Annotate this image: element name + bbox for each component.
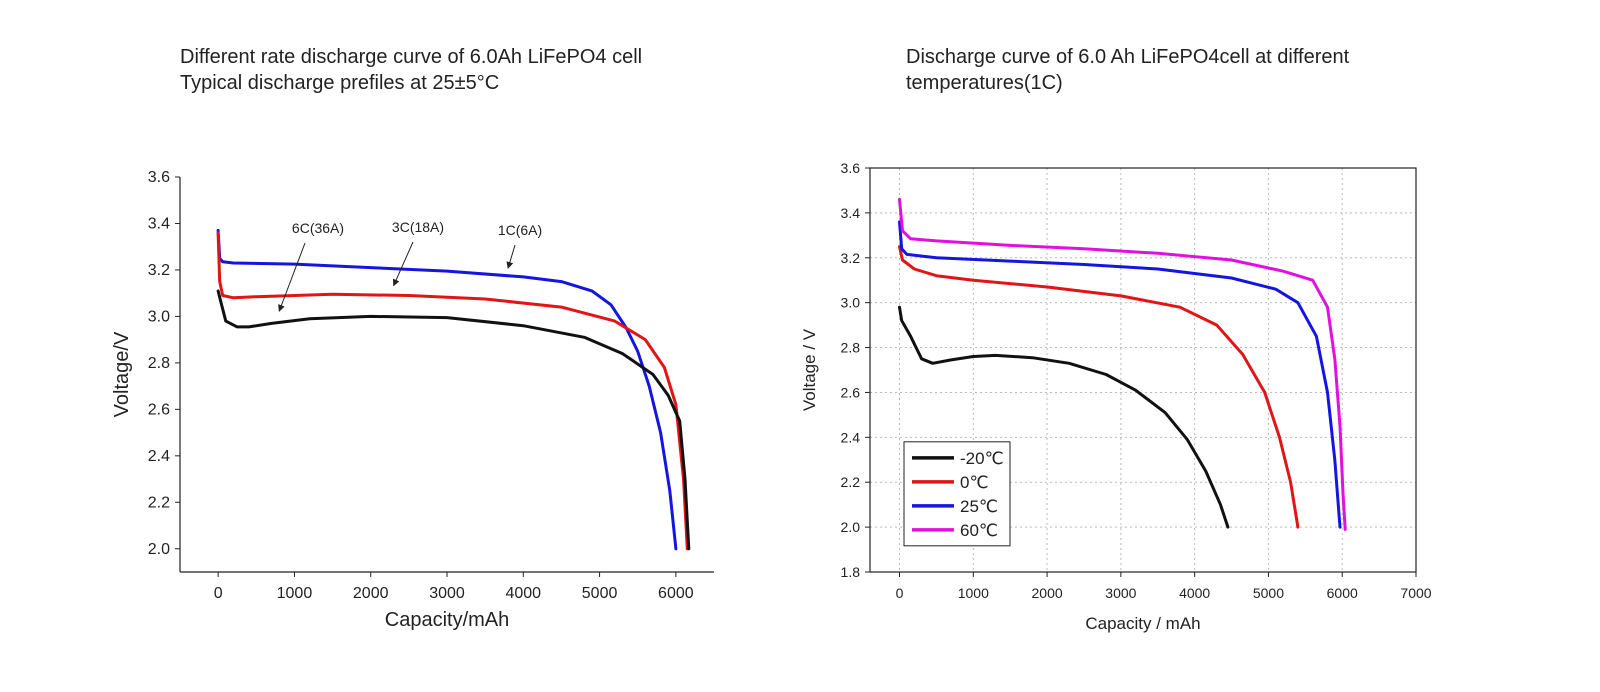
right-chart-title-line2: temperatures(1C) <box>906 72 1063 94</box>
x-tick-label: 6000 <box>658 585 694 602</box>
right-chart-title: Discharge curve of 6.0 Ah LiFePO4cell at… <box>906 44 1466 96</box>
x-tick-label: 0 <box>214 585 223 602</box>
y-tick-label: 3.6 <box>148 169 170 186</box>
plot-frame <box>869 167 1417 573</box>
y-tick-label: 2.8 <box>148 355 170 372</box>
y-tick-label: 3.0 <box>841 295 861 311</box>
y-tick-label: 2.6 <box>148 401 170 418</box>
x-tick-label: 1000 <box>277 585 313 602</box>
y-tick-label: 2.2 <box>841 474 861 490</box>
x-tick-label: 6000 <box>1327 585 1358 601</box>
annotation-label: 3C(18A) <box>392 219 444 235</box>
chart-temperature: 0 1000 2000 3000 4000 5000 6000 7000 1.8 2.0 2.2 2.… <box>800 160 1432 633</box>
y-tick-label: 1.8 <box>841 564 861 580</box>
y-tick-label: 2.0 <box>841 519 861 535</box>
x-axis-label: Capacity/mAh <box>385 609 510 631</box>
x-axis-label: Capacity / mAh <box>1085 614 1200 633</box>
y-tick-label: 2.2 <box>148 494 170 511</box>
legend-label: 25℃ <box>960 497 998 516</box>
legend-label: 60℃ <box>960 521 998 540</box>
right-chart-title-line1: Discharge curve of 6.0 Ah LiFePO4cell at… <box>906 46 1350 68</box>
y-axis-label: Voltage/V <box>111 331 133 417</box>
x-tick-label: 7000 <box>1400 585 1431 601</box>
series-line-1C6A <box>216 228 678 551</box>
left-chart-title-line2: Typical discharge prefiles at 25±5°C <box>180 72 500 94</box>
y-tick-label: 2.6 <box>841 384 861 400</box>
annotation-arrow <box>392 241 414 287</box>
x-tick-label: 4000 <box>505 585 541 602</box>
left-chart-title-line1: Different rate discharge curve of 6.0Ah … <box>180 46 643 68</box>
y-tick-label: 3.2 <box>148 262 170 279</box>
x-tick-label: 5000 <box>582 585 618 602</box>
series-line--20 <box>898 305 1230 529</box>
annotation-label: 6C(36A) <box>292 220 344 236</box>
annotation-label: 1C(6A) <box>498 222 542 238</box>
series-line-6C36A <box>216 289 691 551</box>
y-tick-label: 3.4 <box>148 215 170 232</box>
x-tick-label: 3000 <box>429 585 465 602</box>
x-tick-label: 1000 <box>958 585 989 601</box>
x-tick-label: 3000 <box>1105 585 1136 601</box>
x-tick-label: 0 <box>896 585 904 601</box>
y-tick-label: 2.8 <box>841 340 861 356</box>
series-line-3C18A <box>216 231 689 551</box>
series-line-0 <box>898 245 1300 529</box>
x-tick-label: 5000 <box>1253 585 1284 601</box>
annotation-arrow <box>506 244 516 269</box>
y-tick-label: 3.4 <box>841 205 861 221</box>
x-tick-label: 2000 <box>353 585 389 602</box>
series-line-60 <box>898 197 1347 531</box>
y-tick-label: 2.0 <box>148 541 170 558</box>
series-line-25 <box>898 220 1342 529</box>
left-chart-title: Different rate discharge curve of 6.0Ah … <box>180 44 800 96</box>
annotation-arrow <box>278 242 306 312</box>
legend-label: -20℃ <box>960 449 1004 468</box>
y-tick-label: 3.0 <box>148 308 170 325</box>
legend-label: 0℃ <box>960 473 989 492</box>
chart-rate: 0 1000 2000 3000 4000 5000 6000 2.0 2.2 2.4 2.6 2.8… <box>111 169 714 631</box>
y-tick-label: 2.4 <box>148 448 170 465</box>
x-tick-label: 2000 <box>1032 585 1063 601</box>
y-tick-label: 3.2 <box>841 250 861 266</box>
y-axis-label: Voltage / V <box>800 328 819 411</box>
x-tick-label: 4000 <box>1179 585 1210 601</box>
y-tick-label: 3.6 <box>841 160 861 176</box>
y-tick-label: 2.4 <box>841 429 861 445</box>
